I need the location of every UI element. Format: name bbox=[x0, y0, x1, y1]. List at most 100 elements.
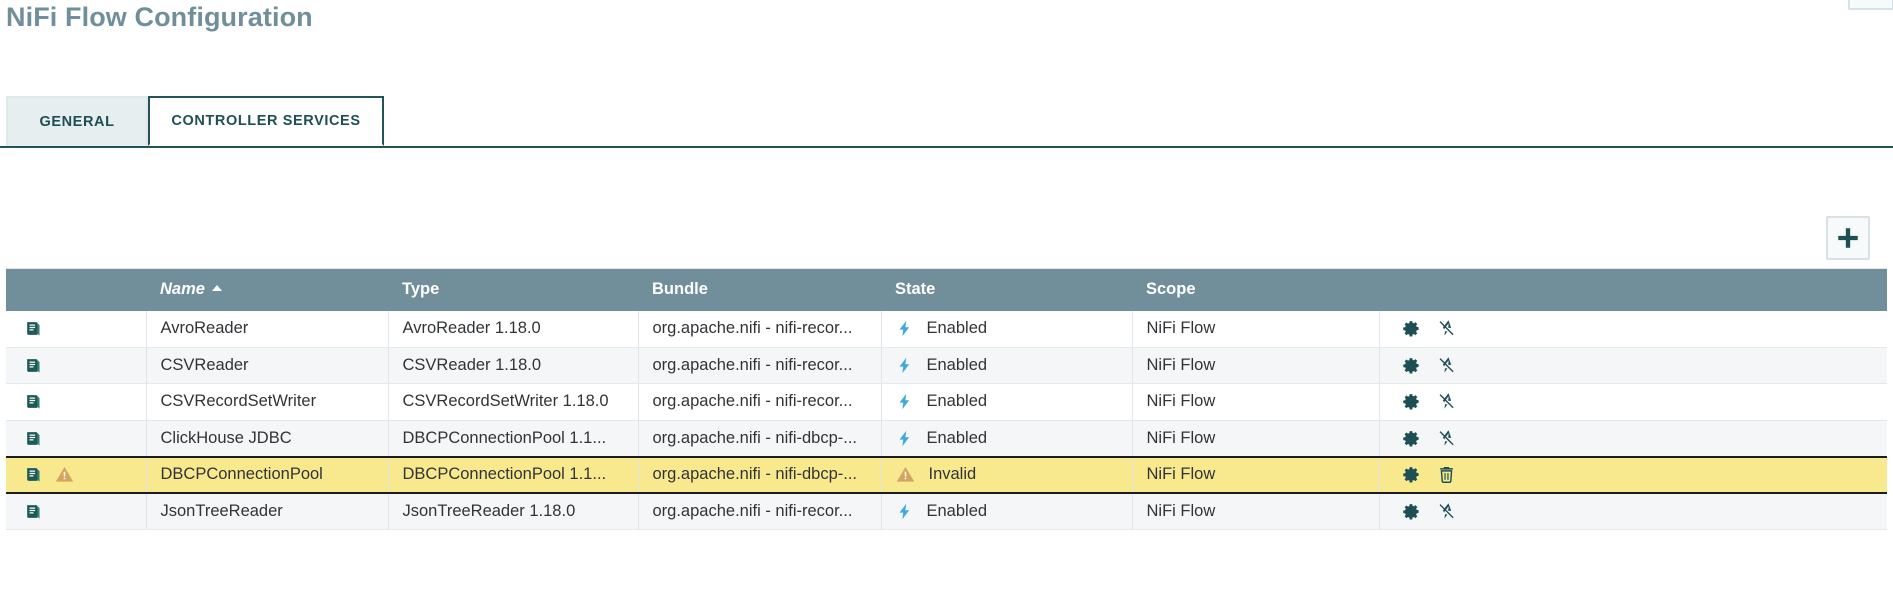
cell-type: CSVRecordSetWriter 1.18.0 bbox=[388, 383, 639, 421]
gear-icon[interactable] bbox=[1402, 356, 1421, 375]
disable-flash-icon[interactable] bbox=[1437, 319, 1456, 338]
table-head: Name Type Bundle State Scope bbox=[6, 268, 1887, 311]
cell-state: Enabled bbox=[881, 383, 1133, 421]
book-icon[interactable] bbox=[24, 429, 43, 448]
cell-actions bbox=[1379, 347, 1887, 384]
tab-underline bbox=[0, 146, 1893, 148]
column-header-bundle[interactable]: Bundle bbox=[638, 268, 881, 311]
cell-name: CSVRecordSetWriter bbox=[146, 383, 389, 421]
cell-state: Enabled bbox=[881, 420, 1133, 457]
cell-scope: NiFi Flow bbox=[1132, 310, 1380, 348]
disable-flash-icon[interactable] bbox=[1437, 429, 1456, 448]
table-row[interactable]: CSVRecordSetWriter CSVRecordSetWriter 1.1… bbox=[6, 383, 1887, 421]
state-label: Enabled bbox=[926, 392, 988, 411]
cell-state: Enabled bbox=[881, 347, 1133, 384]
column-header-name[interactable]: Name bbox=[146, 268, 388, 311]
cell-name: DBCPConnectionPool bbox=[146, 455, 389, 494]
cell-name: CSVReader bbox=[146, 347, 389, 384]
row-icons-cell bbox=[6, 455, 147, 494]
page-title: NiFi Flow Configuration bbox=[6, 2, 313, 32]
cell-scope: NiFi Flow bbox=[1132, 420, 1380, 457]
state-label: Enabled bbox=[926, 355, 988, 374]
lightning-bolt-icon bbox=[896, 319, 913, 338]
cell-actions bbox=[1379, 383, 1887, 421]
row-icons-cell bbox=[6, 310, 147, 348]
row-icons-cell bbox=[6, 347, 147, 384]
state-label: Enabled bbox=[926, 428, 988, 447]
tab-controller-services[interactable]: CONTROLLER SERVICES bbox=[148, 96, 384, 146]
column-header-icon bbox=[6, 268, 146, 311]
sort-ascending-icon bbox=[211, 285, 222, 292]
cell-bundle: org.apache.nifi - nifi-recor... bbox=[638, 347, 882, 384]
row-icons-cell bbox=[6, 383, 147, 421]
disable-flash-icon[interactable] bbox=[1437, 502, 1456, 521]
table-row[interactable]: AvroReader AvroReader 1.18.0 org.apache.ni… bbox=[6, 310, 1887, 348]
table-row[interactable]: CSVReader CSVReader 1.18.0 org.apache.nifi… bbox=[6, 347, 1887, 384]
cell-type: CSVReader 1.18.0 bbox=[388, 347, 639, 384]
cell-bundle: org.apache.nifi - nifi-dbcp-... bbox=[638, 420, 882, 457]
controller-services-table: Name Type Bundle State Scope AvroReader A… bbox=[6, 268, 1887, 530]
add-controller-service-button[interactable] bbox=[1826, 216, 1870, 260]
gear-icon[interactable] bbox=[1402, 392, 1421, 411]
row-icons-cell bbox=[6, 493, 147, 530]
column-header-state[interactable]: State bbox=[881, 268, 1132, 311]
cell-bundle: org.apache.nifi - nifi-dbcp-... bbox=[638, 455, 882, 494]
cell-actions bbox=[1379, 455, 1887, 494]
gear-icon[interactable] bbox=[1402, 429, 1421, 448]
warning-triangle-icon[interactable] bbox=[55, 465, 74, 484]
cell-name: AvroReader bbox=[146, 310, 389, 348]
cell-state: Invalid bbox=[881, 455, 1133, 494]
warning-triangle-icon[interactable] bbox=[896, 465, 915, 484]
gear-icon[interactable] bbox=[1402, 319, 1421, 338]
table-row[interactable]: DBCPConnectionPool DBCPConnectionPool 1.1… bbox=[6, 455, 1887, 494]
cell-scope: NiFi Flow bbox=[1132, 455, 1380, 494]
table-body: AvroReader AvroReader 1.18.0 org.apache.ni… bbox=[6, 310, 1887, 530]
column-header-actions bbox=[1379, 268, 1887, 311]
tab-general[interactable]: GENERAL bbox=[6, 96, 148, 146]
cell-actions bbox=[1379, 310, 1887, 348]
gear-icon[interactable] bbox=[1402, 502, 1421, 521]
top-right-cutoff-control[interactable] bbox=[1848, 0, 1893, 10]
state-label: Enabled bbox=[926, 502, 988, 520]
trash-icon[interactable] bbox=[1437, 465, 1456, 484]
cell-type: AvroReader 1.18.0 bbox=[388, 310, 639, 348]
cell-bundle: org.apache.nifi - nifi-recor... bbox=[638, 383, 882, 421]
cell-actions bbox=[1379, 493, 1887, 530]
cell-bundle: org.apache.nifi - nifi-recor... bbox=[638, 310, 882, 348]
cell-type: DBCPConnectionPool 1.1... bbox=[388, 420, 639, 457]
lightning-bolt-icon bbox=[896, 356, 913, 375]
state-label: Enabled bbox=[926, 319, 988, 337]
book-icon[interactable] bbox=[24, 392, 43, 411]
lightning-bolt-icon bbox=[896, 502, 913, 521]
column-header-type[interactable]: Type bbox=[388, 268, 638, 311]
book-icon[interactable] bbox=[24, 319, 43, 338]
lightning-bolt-icon bbox=[896, 392, 913, 411]
disable-flash-icon[interactable] bbox=[1437, 356, 1456, 375]
table-row[interactable]: ClickHouse JDBC DBCPConnectionPool 1.1...… bbox=[6, 420, 1887, 457]
disable-flash-icon[interactable] bbox=[1437, 392, 1456, 411]
book-icon[interactable] bbox=[24, 502, 43, 521]
table-row[interactable]: JsonTreeReader JsonTreeReader 1.18.0 org.a… bbox=[6, 493, 1887, 530]
gear-icon[interactable] bbox=[1402, 465, 1421, 484]
cell-state: Enabled bbox=[881, 493, 1133, 530]
book-icon[interactable] bbox=[24, 465, 43, 484]
row-icons-cell bbox=[6, 420, 147, 457]
cell-name: ClickHouse JDBC bbox=[146, 420, 389, 457]
column-header-scope[interactable]: Scope bbox=[1132, 268, 1379, 311]
cell-bundle: org.apache.nifi - nifi-recor... bbox=[638, 493, 882, 530]
table-header-row: Name Type Bundle State Scope bbox=[6, 268, 1887, 311]
lightning-bolt-icon bbox=[896, 429, 913, 448]
controller-services-table-container: Name Type Bundle State Scope AvroReader A… bbox=[6, 268, 1887, 530]
cell-scope: NiFi Flow bbox=[1132, 493, 1380, 530]
plus-icon bbox=[1835, 225, 1861, 251]
book-icon[interactable] bbox=[24, 356, 43, 375]
cell-scope: NiFi Flow bbox=[1132, 347, 1380, 384]
tab-bar: GENERAL CONTROLLER SERVICES bbox=[0, 96, 1893, 148]
state-label: Invalid bbox=[928, 465, 977, 484]
cell-type: DBCPConnectionPool 1.1... bbox=[388, 455, 639, 494]
cell-state: Enabled bbox=[881, 310, 1133, 348]
cell-scope: NiFi Flow bbox=[1132, 383, 1380, 421]
cell-type: JsonTreeReader 1.18.0 bbox=[388, 493, 639, 530]
cell-name: JsonTreeReader bbox=[146, 493, 389, 530]
